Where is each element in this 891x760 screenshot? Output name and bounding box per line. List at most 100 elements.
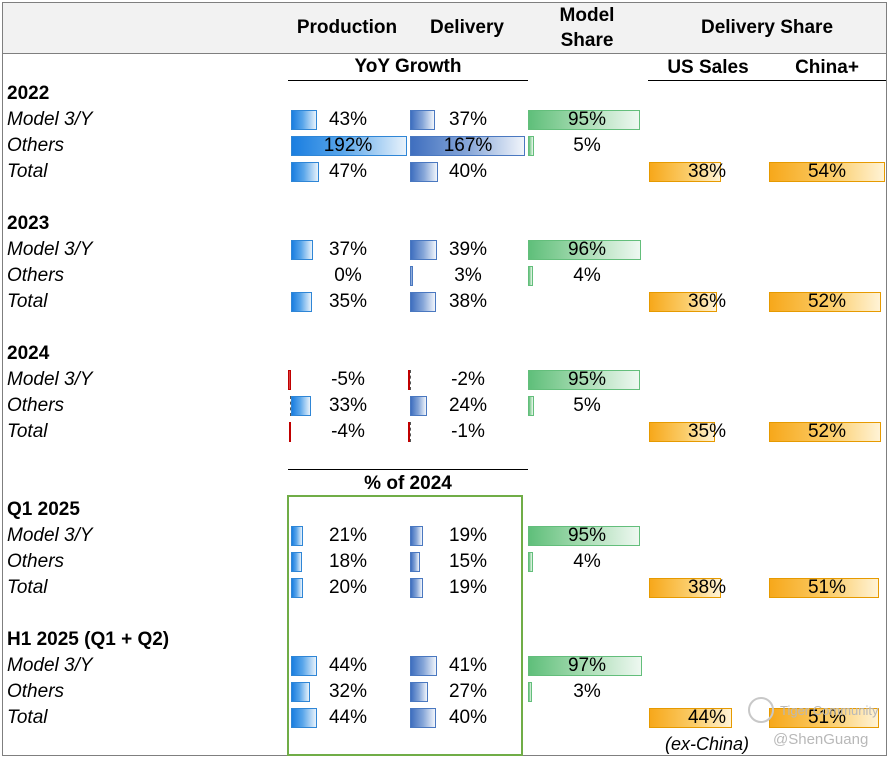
delivery-bar bbox=[410, 682, 428, 702]
production-bar bbox=[291, 656, 317, 676]
production-value: 192% bbox=[323, 135, 373, 156]
china-plus-bar bbox=[769, 578, 879, 598]
production-value: 33% bbox=[328, 395, 368, 416]
model-share-value: 4% bbox=[573, 551, 601, 572]
production-bar bbox=[291, 110, 317, 130]
subheader-china-plus: China+ bbox=[795, 57, 859, 78]
china-plus-bar bbox=[769, 422, 881, 442]
production-bar bbox=[291, 552, 302, 572]
delivery-value: -2% bbox=[451, 369, 485, 390]
delivery-bar bbox=[410, 240, 437, 260]
header-delivery-share: Delivery Share bbox=[700, 17, 834, 38]
model-share-value: 3% bbox=[573, 681, 601, 702]
production-bar bbox=[291, 292, 313, 312]
production-bar bbox=[291, 136, 407, 156]
production-bar bbox=[288, 422, 291, 442]
delivery-zero-axis bbox=[410, 370, 411, 390]
us-sales-value: 35% bbox=[687, 421, 727, 442]
delivery-value: 38% bbox=[448, 291, 488, 312]
model-share-bar bbox=[528, 656, 643, 676]
header-model-share-line1: Model bbox=[559, 5, 615, 26]
delivery-value: 41% bbox=[448, 655, 488, 676]
model-share-value: 5% bbox=[573, 135, 601, 156]
row-label: Model 3/Y bbox=[7, 655, 93, 676]
subheader-yoy-growth: YoY Growth bbox=[354, 56, 462, 77]
model-share-value: 96% bbox=[567, 239, 607, 260]
delivery-value: 15% bbox=[448, 551, 488, 572]
model-share-bar bbox=[528, 526, 641, 546]
row-label: Total bbox=[7, 421, 48, 442]
row-label: Others bbox=[7, 551, 65, 572]
delivery-bar bbox=[408, 422, 410, 442]
forecast-highlight-box bbox=[287, 495, 523, 756]
us-sales-value: 44% bbox=[687, 707, 727, 728]
delivery-bar bbox=[410, 292, 437, 312]
row-label: Total bbox=[7, 707, 48, 728]
model-share-bar bbox=[528, 552, 533, 572]
production-bar bbox=[291, 578, 303, 598]
model-share-value: 95% bbox=[567, 109, 607, 130]
delivery-value: 3% bbox=[454, 265, 482, 286]
delivery-value: 19% bbox=[448, 577, 488, 598]
us-sales-value: 38% bbox=[687, 577, 727, 598]
watermark-community: Tiger Community bbox=[780, 703, 879, 718]
row-label: Model 3/Y bbox=[7, 239, 93, 260]
row-label: Others bbox=[7, 681, 65, 702]
production-bar bbox=[287, 370, 291, 390]
header-band bbox=[3, 3, 886, 54]
yoy-underline bbox=[288, 80, 528, 81]
row-label: Model 3/Y bbox=[7, 109, 93, 130]
china-plus-value: 52% bbox=[807, 421, 847, 442]
delivery-value: 39% bbox=[448, 239, 488, 260]
china-plus-bar bbox=[769, 292, 881, 312]
production-value: 44% bbox=[328, 707, 368, 728]
us-sales-value: 36% bbox=[687, 291, 727, 312]
delivery-value: 27% bbox=[448, 681, 488, 702]
production-value: 37% bbox=[328, 239, 368, 260]
model-share-value: 95% bbox=[567, 369, 607, 390]
pct-of-2024-overline bbox=[288, 469, 528, 470]
delivery-bar bbox=[410, 110, 436, 130]
header-delivery: Delivery bbox=[430, 17, 504, 38]
us-sales-bar bbox=[649, 708, 732, 728]
delivery-bar bbox=[410, 266, 413, 286]
production-value: 20% bbox=[328, 577, 368, 598]
china-plus-value: 52% bbox=[807, 291, 847, 312]
ex-china-footnote: (ex-China) bbox=[664, 734, 750, 754]
row-label: Model 3/Y bbox=[7, 369, 93, 390]
production-bar bbox=[291, 682, 310, 702]
delivery-bar bbox=[410, 526, 423, 546]
model-share-value: 97% bbox=[567, 655, 607, 676]
production-value: -5% bbox=[331, 369, 365, 390]
model-share-value: 95% bbox=[567, 525, 607, 546]
production-value: 0% bbox=[334, 265, 362, 286]
row-label: Total bbox=[7, 291, 48, 312]
header-model-share-line2: Share bbox=[560, 30, 614, 51]
production-value: 21% bbox=[328, 525, 368, 546]
header-production: Production bbox=[296, 17, 398, 38]
delivery-value: 37% bbox=[448, 109, 488, 130]
production-value: 43% bbox=[328, 109, 368, 130]
delivery-value: -1% bbox=[451, 421, 485, 442]
row-label: Others bbox=[7, 135, 65, 156]
delivery-zero-axis bbox=[410, 422, 411, 442]
row-label: Total bbox=[7, 577, 48, 598]
row-label: Others bbox=[7, 265, 65, 286]
china-plus-value: 51% bbox=[807, 577, 847, 598]
production-value: 32% bbox=[328, 681, 368, 702]
section-label: 2022 bbox=[7, 83, 50, 104]
production-value: -4% bbox=[331, 421, 365, 442]
us-sales-bar bbox=[649, 292, 717, 312]
model-share-bar bbox=[528, 240, 642, 260]
model-share-bar bbox=[528, 682, 532, 702]
china-plus-value: 51% bbox=[807, 707, 847, 728]
model-share-bar bbox=[528, 110, 641, 130]
delivery-bar bbox=[410, 162, 438, 182]
model-share-bar bbox=[528, 136, 534, 156]
production-bar bbox=[291, 526, 304, 546]
us-sales-bar bbox=[649, 578, 721, 598]
delivery-value: 167% bbox=[443, 135, 493, 156]
section-label: H1 2025 (Q1 + Q2) bbox=[7, 629, 170, 650]
production-value: 18% bbox=[328, 551, 368, 572]
us-sales-bar bbox=[649, 162, 721, 182]
